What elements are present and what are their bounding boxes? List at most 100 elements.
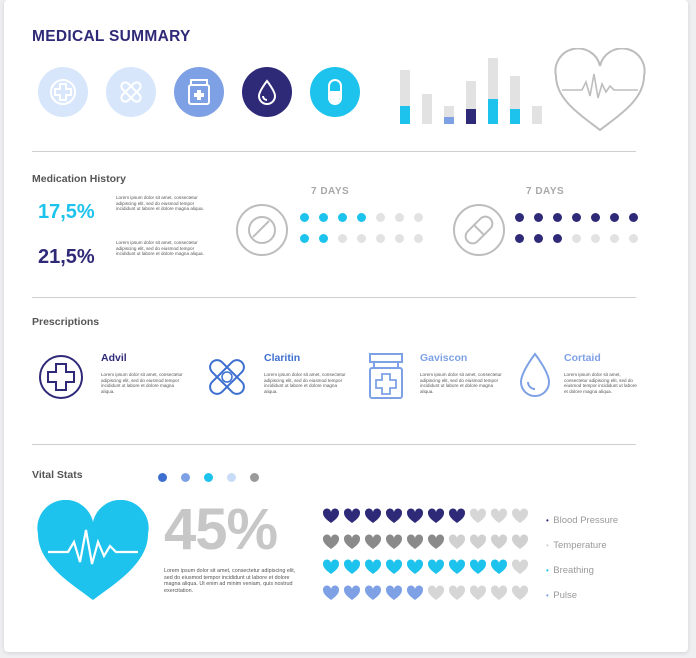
legend-label: Breathing [553,565,594,576]
plus-circle-icon [38,67,88,117]
droplet-circle-icon [242,67,292,117]
heart-icon [343,584,361,600]
tablet-icon [236,204,288,256]
day-dot [338,213,347,222]
divider [32,444,636,445]
heart-icon [448,559,466,574]
heart-icon [427,508,445,523]
legend-item-blood-pressure: • Blood Pressure [546,515,619,526]
droplet-icon [519,352,551,397]
heart-pulse-icon [37,500,149,600]
prescriptions-heading: Prescriptions [32,316,100,328]
day-dot [376,213,385,222]
top-bar-fill [400,105,410,124]
prescription-description-gaviscon: Lorem ipsum dolor sit amet, consectetur … [420,372,502,394]
heart-icon [469,584,487,600]
divider [32,151,636,152]
capsule-outline-icon [453,204,505,256]
legend-label: Blood Pressure [553,515,619,526]
medication-stat-1: 17,5% [38,201,95,223]
heart-icon [469,533,487,549]
medical-cross-icon [39,355,83,399]
day-dot [395,234,404,243]
top-bar-fill [510,109,520,124]
day-dot [591,234,600,243]
color-swatch [250,473,259,482]
top-bar [400,69,410,124]
heart-icon [469,508,487,523]
heart-icon [364,508,382,523]
day-dot [610,234,619,243]
pill-bottle-circle-icon [174,67,224,117]
day-dot [534,234,543,243]
prescription-name-advil: Advil [101,352,127,364]
top-bar-fill [444,117,454,124]
heart-icon [490,584,508,600]
heart-icon [511,584,529,600]
color-swatch [181,473,190,482]
vital-stats-heading: Vital Stats [32,469,83,481]
prescription-description-claritin: Lorem ipsum dolor sit amet, consectetur … [264,372,346,394]
heart-icon [385,508,403,523]
legend-item-breathing: • Breathing [546,565,594,576]
top-bar [532,105,542,124]
day-dot [300,213,309,222]
prescription-name-cortaid: Cortaid [564,352,601,364]
top-bar [488,58,498,124]
day-dot [515,213,524,222]
heart-icon [427,559,445,574]
divider [32,297,636,298]
top-bar [444,105,454,124]
heart-icon [511,533,529,549]
heart-icon [448,508,466,523]
heart-icon [427,533,445,549]
heart-icon [490,559,508,574]
legend-label: Temperature [553,540,607,551]
vital-stats-description: Lorem ipsum dolor sit amet, consectetur … [164,568,296,594]
heart-icon [322,533,340,549]
day-dot [553,213,562,222]
heart-icon [364,584,382,600]
heart-icon [406,559,424,574]
color-swatch [204,473,213,482]
heart-icon [448,584,466,600]
heart-icon [427,584,445,600]
top-bar-fill [488,98,498,124]
day-dot [610,213,619,222]
heart-icon [385,533,403,549]
page-title: MEDICAL SUMMARY [32,28,191,45]
prescription-name-claritin: Claritin [264,352,301,364]
day-dot [319,234,328,243]
day-dot [515,234,524,243]
heart-icon [343,508,361,523]
day-dot [629,234,638,243]
heart-icon [322,584,340,600]
color-swatch [227,473,236,482]
heart-icon [385,559,403,574]
heart-icon [322,508,340,523]
medication-stat-1-description: Lorem ipsum dolor sit amet, consectetur … [116,195,204,212]
medication-history-heading: Medication History [32,173,126,185]
top-bar [422,94,432,124]
day-dot [553,234,562,243]
day-dot [534,213,543,222]
day-dot [357,213,366,222]
heart-icon [406,584,424,600]
heart-icon [511,508,529,523]
prescription-description-cortaid: Lorem ipsum dolor sit amet, consectetur … [564,372,637,394]
day-dot [376,234,385,243]
vital-stats-percent: 45% [164,497,278,562]
day-dot [572,234,581,243]
top-bar [466,81,476,124]
heart-icon [490,508,508,523]
capsule-circle-icon [310,67,360,117]
heart-icon [469,559,487,574]
heart-icon [406,533,424,549]
heart-icon [364,559,382,574]
day-dot [319,213,328,222]
heart-icon [322,559,340,574]
heart-icon [511,559,529,574]
medication-stat-2-description: Lorem ipsum dolor sit amet, consectetur … [116,240,204,257]
bandage-circle-icon [106,67,156,117]
day-dot [414,234,423,243]
